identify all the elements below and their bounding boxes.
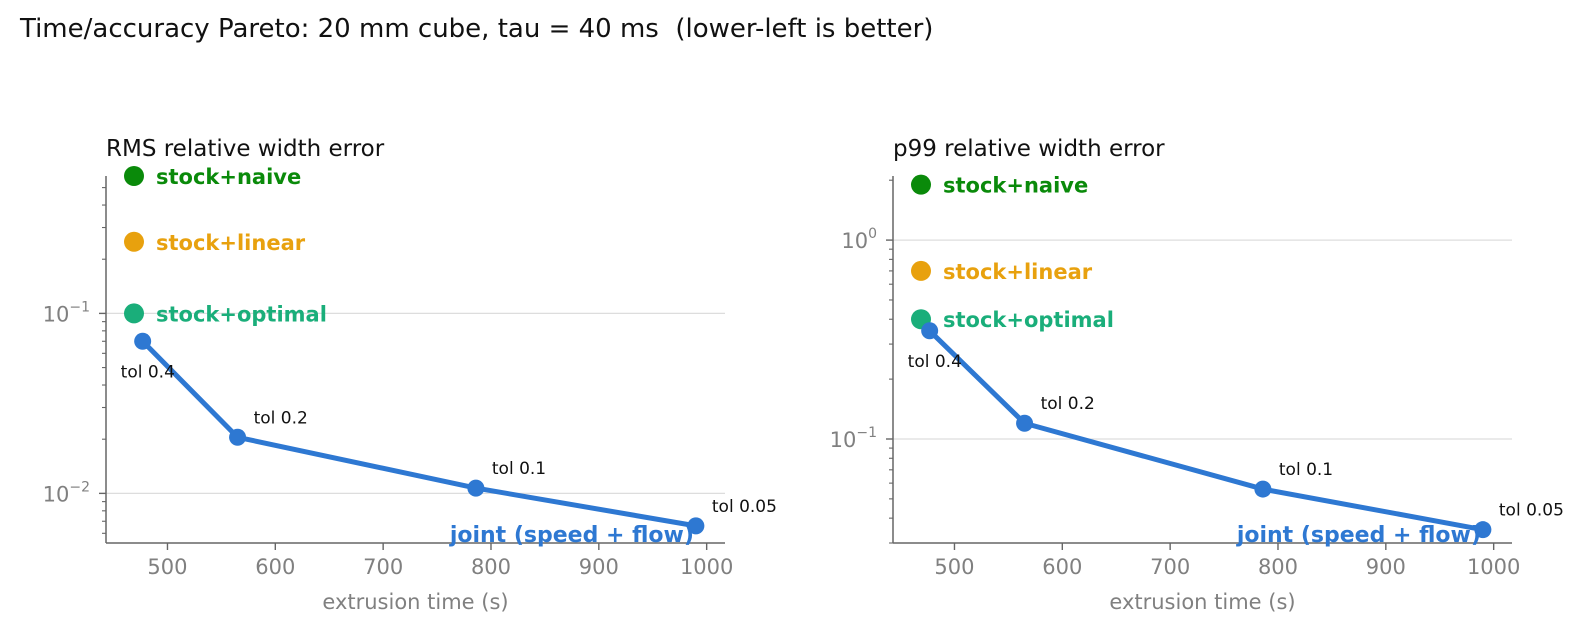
series-line-joint xyxy=(927,328,1486,533)
point-label: tol 0.1 xyxy=(492,459,546,479)
series-label-joint: joint (speed + flow) xyxy=(1236,523,1481,548)
point-label: tol 0.4 xyxy=(908,352,962,372)
x-tick-label: 500 xyxy=(147,555,187,579)
point-label: tol 0.1 xyxy=(1279,460,1333,480)
x-tick-label: 1000 xyxy=(1467,555,1520,579)
reference-point-marker xyxy=(124,166,144,186)
reference-point-marker xyxy=(124,231,144,252)
data-point xyxy=(467,479,485,497)
panel-title: RMS relative width error xyxy=(106,136,385,162)
y-tick-label: 10−1 xyxy=(830,425,877,452)
x-tick-label: 700 xyxy=(363,555,403,579)
data-point xyxy=(921,322,939,340)
x-tick-label: 800 xyxy=(471,555,511,579)
x-tick-label: 1000 xyxy=(680,555,733,579)
x-tick-label: 900 xyxy=(1366,555,1406,579)
data-point xyxy=(1016,414,1034,432)
reference-point-label: stock+optimal xyxy=(156,302,327,326)
point-label: tol 0.2 xyxy=(1041,394,1095,414)
x-axis-label: extrusion time (s) xyxy=(322,590,508,614)
x-tick-label: 500 xyxy=(934,555,974,579)
point-label: tol 0.05 xyxy=(1499,501,1564,521)
x-tick-label: 700 xyxy=(1150,555,1190,579)
data-point xyxy=(1474,521,1492,539)
data-point xyxy=(1254,480,1272,498)
reference-point-label: stock+linear xyxy=(943,260,1093,284)
chart-panel-1: RMS relative width error 10−2 10−1 500 600 70… xyxy=(43,136,777,614)
reference-point-marker xyxy=(124,303,144,324)
reference-point-marker xyxy=(911,174,931,195)
x-tick-label: 900 xyxy=(579,555,619,579)
reference-point-label: stock+naive xyxy=(943,174,1088,198)
y-tick-label: 100 xyxy=(841,226,877,253)
y-tick-label: 10−2 xyxy=(43,479,90,506)
reference-point-label: stock+naive xyxy=(156,165,301,189)
data-point xyxy=(687,517,705,535)
figure-title: Time/accuracy Pareto: 20 mm cube, tau = … xyxy=(20,14,934,44)
y-tick-label: 10−1 xyxy=(43,299,90,326)
x-axis-label: extrusion time (s) xyxy=(1109,590,1295,614)
chart-panel-2: p99 relative width error 10−1 100 500 600 700… xyxy=(830,136,1564,614)
point-label: tol 0.4 xyxy=(121,362,175,382)
point-label: tol 0.2 xyxy=(254,408,308,428)
x-tick-label: 800 xyxy=(1258,555,1298,579)
reference-point-marker xyxy=(911,260,931,281)
reference-point-label: stock+optimal xyxy=(943,308,1114,332)
reference-point-label: stock+linear xyxy=(156,231,306,255)
x-tick-label: 600 xyxy=(255,555,295,579)
series-line-joint xyxy=(140,338,699,529)
series-label-joint: joint (speed + flow) xyxy=(449,523,694,548)
point-label: tol 0.05 xyxy=(712,497,777,517)
panel-title: p99 relative width error xyxy=(893,136,1165,162)
data-point xyxy=(134,332,152,350)
data-point xyxy=(229,428,247,446)
x-tick-label: 600 xyxy=(1042,555,1082,579)
